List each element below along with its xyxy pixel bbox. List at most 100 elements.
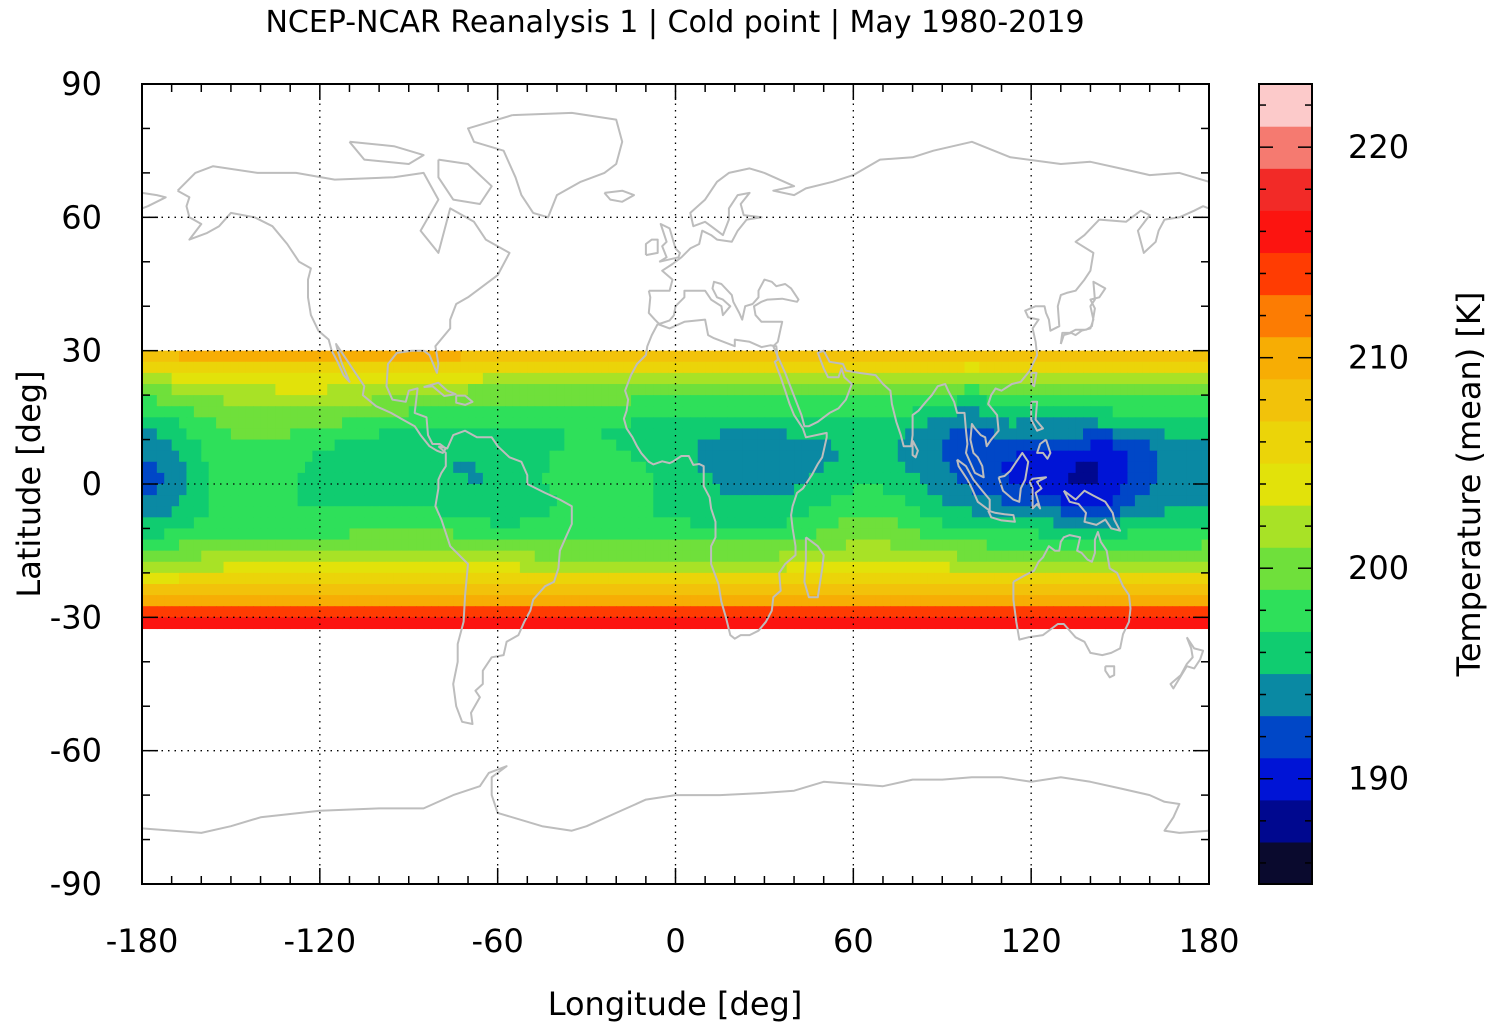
heat-cell [1038, 539, 1047, 552]
heat-cell [1097, 517, 1106, 530]
heat-cell [497, 572, 506, 585]
heat-cell [912, 350, 921, 363]
heat-cell [290, 361, 299, 374]
heat-cell [764, 595, 773, 607]
heat-cell [1075, 372, 1084, 385]
heat-cell [1186, 506, 1195, 518]
heat-cell [853, 384, 862, 396]
heat-cell [1105, 395, 1114, 407]
heat-cell [593, 361, 602, 374]
heat-cell [208, 528, 217, 541]
heat-cell [593, 417, 602, 430]
heat-cell [1142, 439, 1151, 452]
heat-cell [601, 572, 610, 585]
heat-cell [297, 495, 306, 507]
heat-cell [742, 584, 751, 596]
heat-cell [142, 450, 151, 463]
heat-cell [364, 350, 373, 363]
heat-cell [490, 561, 499, 574]
heat-cell [905, 417, 914, 430]
heat-cell [505, 595, 514, 607]
heat-cell [416, 439, 425, 452]
heat-cell [986, 395, 995, 407]
heat-cell [875, 439, 884, 452]
heat-cell [593, 495, 602, 507]
heat-cell [171, 439, 180, 452]
heat-cell [653, 539, 662, 552]
heat-cell [623, 417, 632, 430]
heat-cell [727, 595, 736, 607]
heat-cell [1016, 595, 1025, 607]
heat-cell [275, 617, 284, 630]
heat-cell [186, 439, 195, 452]
heat-cell [986, 517, 995, 530]
heat-cell [267, 517, 276, 530]
heat-cell [934, 606, 943, 618]
heat-cell [949, 461, 958, 474]
heat-cell [156, 550, 165, 563]
heat-cell [868, 606, 877, 618]
heat-cell [1157, 506, 1166, 518]
heat-cell [1045, 428, 1054, 441]
heat-cell [905, 361, 914, 374]
heat-cell [734, 595, 743, 607]
heat-cell [549, 539, 558, 552]
heat-cell [920, 361, 929, 374]
heat-cell [764, 539, 773, 552]
heat-cell [757, 406, 766, 418]
heat-cell [193, 550, 202, 563]
heat-cell [690, 406, 699, 418]
heat-cell [267, 572, 276, 585]
heat-cell [964, 472, 973, 485]
heat-cell [808, 606, 817, 618]
heat-cell [512, 472, 521, 485]
heat-cell [831, 395, 840, 407]
heat-cell [334, 617, 343, 630]
heat-cell [549, 395, 558, 407]
heat-cell [408, 506, 417, 518]
heat-cell [920, 617, 929, 630]
heat-cell [845, 606, 854, 618]
heat-cell [668, 350, 677, 363]
heat-cell [1186, 350, 1195, 363]
heat-cell [601, 439, 610, 452]
heat-cell [623, 561, 632, 574]
heat-cell [949, 550, 958, 563]
heat-cell [608, 417, 617, 430]
heat-cell [1001, 361, 1010, 374]
heat-cell [623, 606, 632, 618]
heat-cell [860, 450, 869, 463]
heat-cell [764, 584, 773, 596]
heat-cell [519, 484, 528, 496]
heat-cell [1090, 606, 1099, 618]
heat-cell [794, 350, 803, 363]
heat-cell [957, 461, 966, 474]
heat-cell [156, 428, 165, 441]
heat-cell [223, 406, 232, 418]
heat-cell [164, 550, 173, 563]
heat-cell [616, 439, 625, 452]
heat-cell [653, 495, 662, 507]
heat-cell [260, 472, 269, 485]
heat-cell [1075, 595, 1084, 607]
heat-cell [586, 539, 595, 552]
heat-cell [1186, 617, 1195, 630]
heat-cell [334, 361, 343, 374]
heat-cell [453, 472, 462, 485]
heat-cell [860, 395, 869, 407]
heat-cell [882, 495, 891, 507]
heat-cell [1120, 606, 1129, 618]
heat-cell [253, 384, 262, 396]
heat-cell [1045, 384, 1054, 396]
heat-cell [1105, 528, 1114, 541]
heat-cell [327, 517, 336, 530]
heat-cell [971, 495, 980, 507]
heat-cell [238, 439, 247, 452]
heat-cell [823, 439, 832, 452]
heat-cell [934, 550, 943, 563]
heat-cell [556, 528, 565, 541]
heat-cell [860, 528, 869, 541]
heat-cell [379, 606, 388, 618]
chart-title: NCEP-NCAR Reanalysis 1 | Cold point | Ma… [265, 5, 1084, 40]
heat-cell [964, 539, 973, 552]
